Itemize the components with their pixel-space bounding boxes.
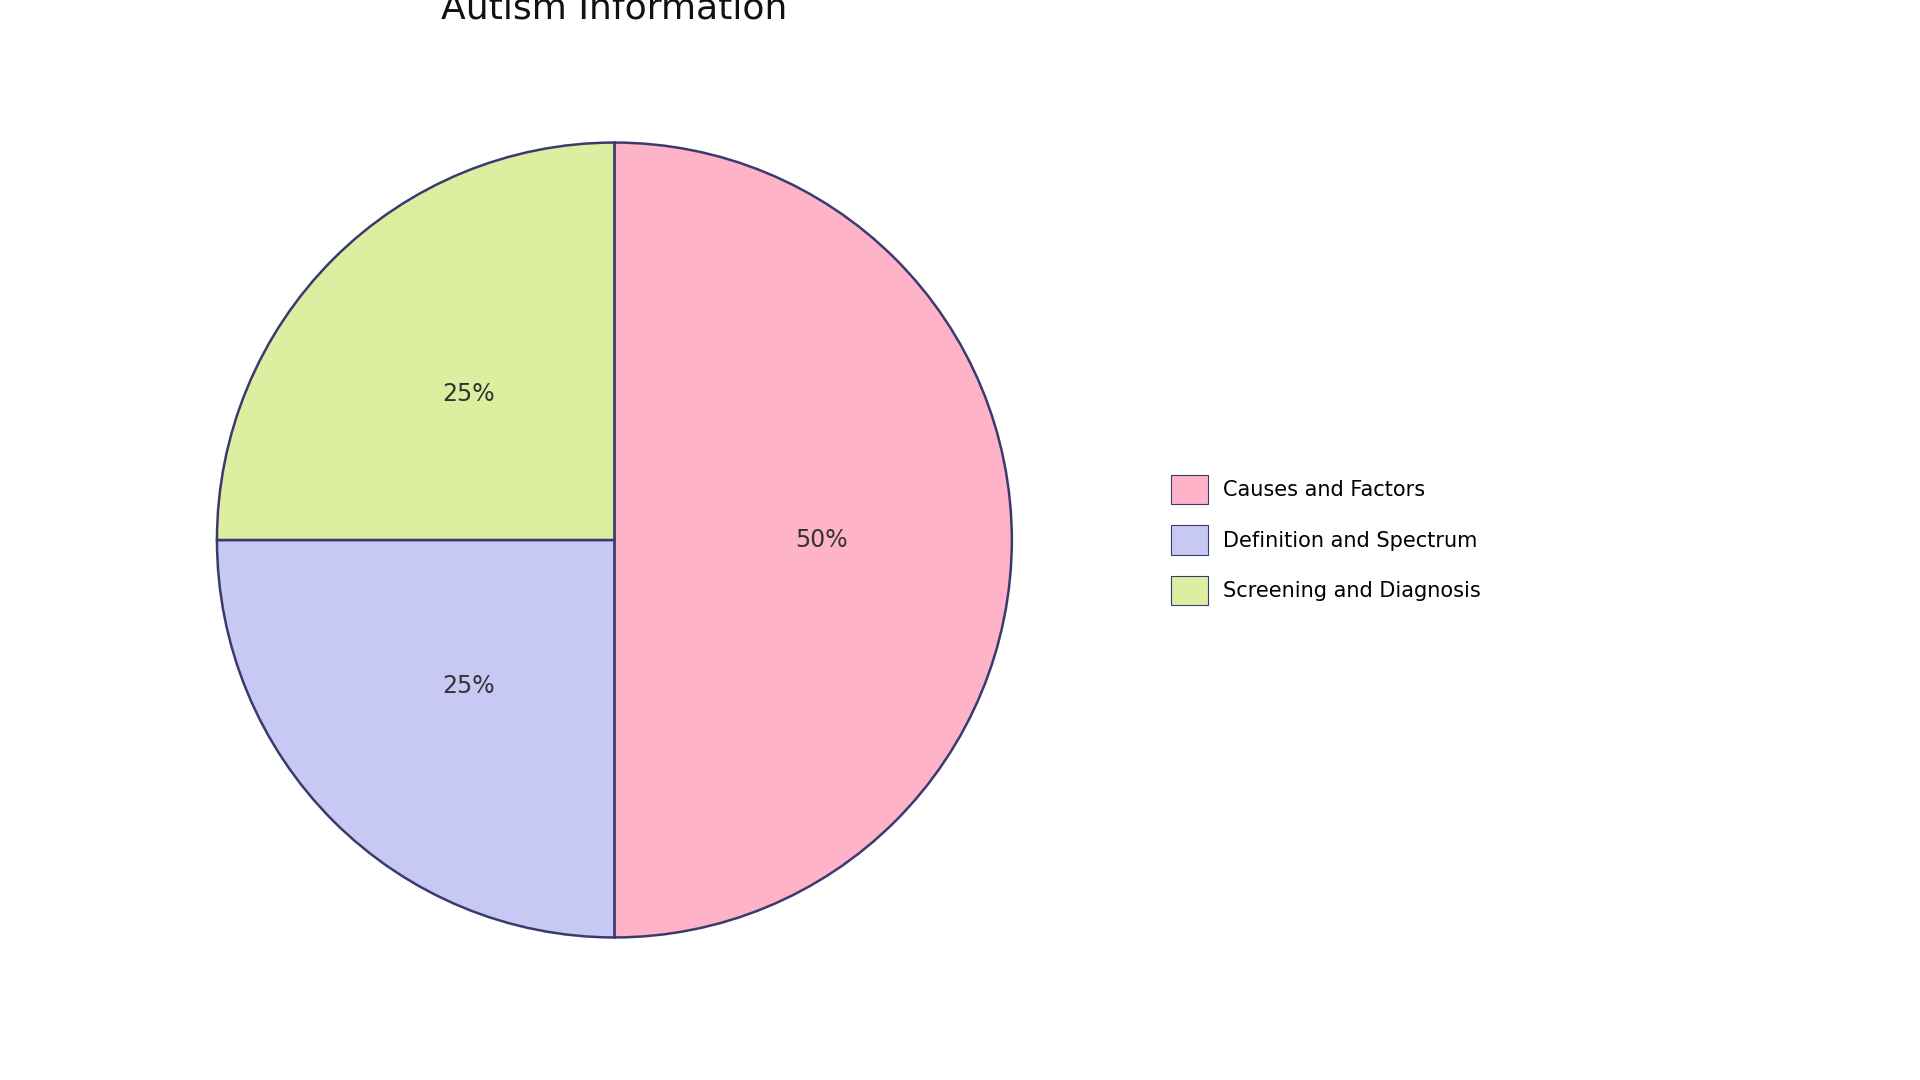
Text: 50%: 50% bbox=[795, 528, 847, 552]
Wedge shape bbox=[217, 143, 614, 540]
Wedge shape bbox=[614, 143, 1012, 937]
Title: Autism Information: Autism Information bbox=[442, 0, 787, 25]
Wedge shape bbox=[217, 540, 614, 937]
Text: 25%: 25% bbox=[442, 382, 495, 406]
Text: 25%: 25% bbox=[442, 674, 495, 698]
Legend: Causes and Factors, Definition and Spectrum, Screening and Diagnosis: Causes and Factors, Definition and Spect… bbox=[1162, 467, 1488, 613]
